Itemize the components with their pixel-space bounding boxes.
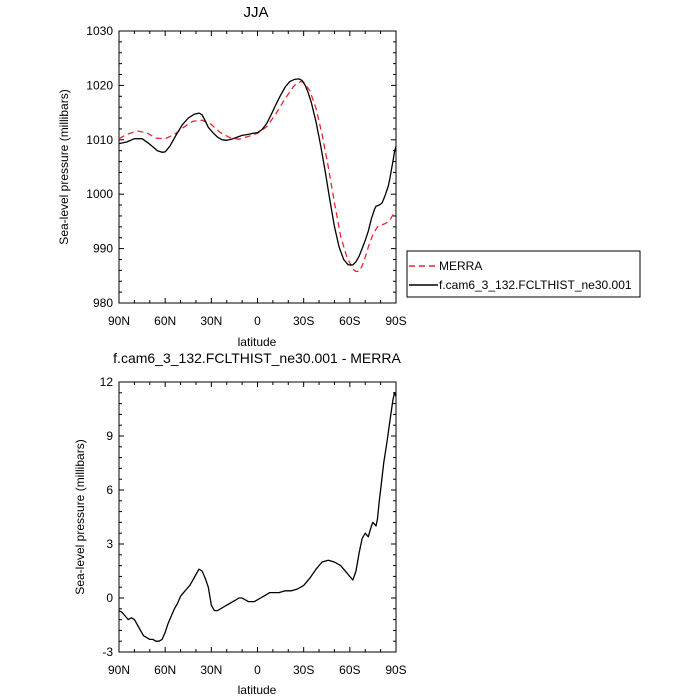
top-x-ticks: 90N 60N 30N 0 30S 60S 90S [108, 31, 407, 328]
legend: MERRA f.cam6_3_132.FCLTHIST_ne30.001 [406, 250, 641, 298]
y-tick-label: 980 [93, 296, 113, 310]
y-tick-label: -3 [102, 645, 113, 659]
top-chart-title: JJA [243, 4, 268, 21]
series-line-0 [118, 80, 397, 273]
legend-label-model: f.cam6_3_132.FCLTHIST_ne30.001 [439, 278, 632, 292]
x-tick-label: 30N [200, 663, 222, 677]
legend-box [406, 250, 641, 298]
bottom-chart-title: f.cam6_3_132.FCLTHIST_ne30.001 - MERRA [113, 350, 401, 366]
top-y-ticks: 980 990 1000 1010 1020 1030 [86, 24, 396, 310]
x-tick-label: 90N [108, 314, 130, 328]
legend-label-merra: MERRA [439, 259, 482, 273]
x-tick-label: 30S [293, 663, 314, 677]
x-tick-label: 60S [339, 314, 360, 328]
x-tick-label: 90S [385, 314, 406, 328]
bottom-chart-panel: f.cam6_3_132.FCLTHIST_ne30.001 - MERRA 9… [73, 350, 407, 697]
y-tick-label: 1000 [86, 187, 113, 201]
y-tick-label: 6 [106, 483, 113, 497]
y-tick-label: 0 [106, 591, 113, 605]
top-x-axis-label: latitude [238, 335, 277, 349]
top-y-axis-label: Sea-level pressure (millibars) [57, 89, 71, 244]
x-tick-label: 30S [293, 314, 314, 328]
x-tick-label: 30N [200, 314, 222, 328]
bottom-y-ticks: -3 0 3 6 9 12 [100, 375, 396, 659]
bottom-y-axis-label: Sea-level pressure (millibars) [73, 439, 87, 594]
y-tick-label: 3 [106, 537, 113, 551]
x-tick-label: 0 [254, 314, 261, 328]
top-chart-frame [118, 30, 397, 304]
series-line-1 [118, 78, 397, 266]
x-tick-label: 60N [154, 314, 176, 328]
bottom-chart-frame [118, 381, 397, 653]
y-tick-label: 1020 [86, 78, 113, 92]
y-tick-label: 1030 [86, 24, 113, 38]
y-tick-label: 9 [106, 429, 113, 443]
bottom-x-axis-label: latitude [238, 683, 277, 697]
x-tick-label: 60N [154, 663, 176, 677]
bottom-series-lines [118, 392, 397, 642]
y-tick-label: 12 [100, 375, 114, 389]
top-series-lines [118, 78, 397, 273]
bottom-x-ticks: 90N 60N 30N 0 30S 60S 90S [108, 382, 407, 677]
x-tick-label: 90N [108, 663, 130, 677]
top-chart-panel: JJA 90N 60N 30N 0 30S 60S 90S 980 990 1000 1010 10… [57, 4, 641, 349]
series-line-0 [118, 392, 397, 642]
y-tick-label: 1010 [86, 133, 113, 147]
x-tick-label: 90S [385, 663, 406, 677]
x-tick-label: 60S [339, 663, 360, 677]
x-tick-label: 0 [254, 663, 261, 677]
y-tick-label: 990 [93, 242, 113, 256]
